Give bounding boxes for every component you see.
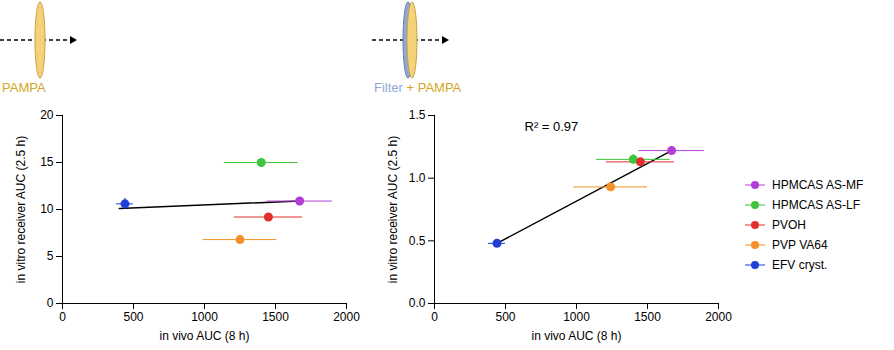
svg-text:15: 15 — [40, 155, 54, 169]
html-text:EFV cryst.: EFV cryst. — [772, 258, 828, 272]
html-text:HPMCAS AS-MF: HPMCAS AS-MF — [772, 178, 864, 192]
svg-text:0: 0 — [431, 310, 438, 324]
svg-text:500: 500 — [123, 310, 143, 324]
svg-text:10: 10 — [40, 202, 54, 216]
html-text:PVOH: PVOH — [772, 218, 806, 232]
svg-text:20: 20 — [40, 108, 54, 122]
html-text:HPMCAS AS-LF: HPMCAS AS-LF — [772, 198, 860, 212]
svg-text:R² = 0.97: R² = 0.97 — [525, 119, 579, 134]
svg-text:in vitro receiver AUC (2.5 h): in vitro receiver AUC (2.5 h) — [14, 136, 28, 283]
svg-text:1500: 1500 — [634, 310, 661, 324]
svg-text:500: 500 — [495, 310, 515, 324]
svg-text:5: 5 — [47, 249, 54, 263]
svg-text:0: 0 — [59, 310, 66, 324]
html-text:PVP VA64: PVP VA64 — [772, 238, 828, 252]
svg-text:2000: 2000 — [705, 310, 732, 324]
svg-text:0: 0 — [47, 296, 54, 310]
svg-text:0.5: 0.5 — [409, 234, 426, 248]
svg-text:1.0: 1.0 — [409, 171, 426, 185]
svg-text:2000: 2000 — [333, 310, 360, 324]
html-text:PAMPA: PAMPA — [2, 80, 46, 95]
svg-text:in vitro receiver AUC (2.5 h): in vitro receiver AUC (2.5 h) — [386, 136, 400, 283]
svg-text:1000: 1000 — [563, 310, 590, 324]
svg-text:in vivo AUC (8 h): in vivo AUC (8 h) — [531, 329, 621, 343]
svg-text:1000: 1000 — [191, 310, 218, 324]
svg-text:0.0: 0.0 — [409, 296, 426, 310]
svg-text:1500: 1500 — [262, 310, 289, 324]
svg-text:in vivo AUC (8 h): in vivo AUC (8 h) — [159, 329, 249, 343]
html-text:Filter + PAMPA: Filter + PAMPA — [374, 80, 462, 95]
svg-text:1.5: 1.5 — [409, 108, 426, 122]
